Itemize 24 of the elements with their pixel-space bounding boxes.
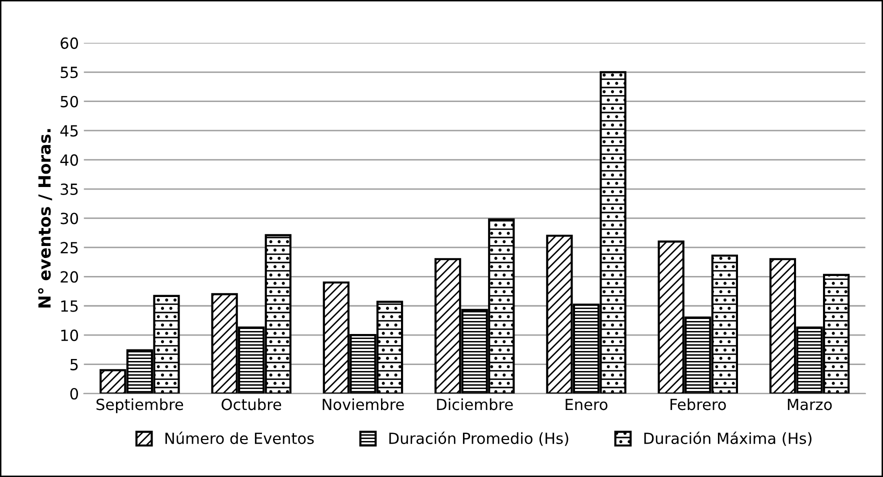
x-tick-label: Marzo — [788, 398, 832, 410]
x-tick-label: Febrero — [670, 398, 726, 410]
legend-label: Duración Máxima (Hs) — [644, 432, 812, 446]
y-tick-label: 10 — [61, 330, 78, 342]
y-tick-label: 60 — [60, 37, 78, 49]
x-tick-label: Septiembre — [96, 398, 184, 414]
x-tick-label: Octubre — [222, 398, 282, 410]
y-tick-label: 5 — [70, 358, 78, 370]
y-tick-label: 35 — [60, 183, 78, 196]
legend-label: Número de Eventos — [165, 432, 314, 444]
y-tick-label: 25 — [60, 242, 78, 254]
y-axis-title: N° eventos / Horas. — [38, 129, 52, 308]
y-tick-label: 50 — [60, 96, 78, 108]
y-tick-label: 30 — [60, 212, 78, 224]
y-tick-label: 0 — [70, 388, 78, 400]
x-tick-label: Noviembre — [322, 398, 404, 410]
x-tick-label: Diciembre — [437, 398, 513, 410]
x-tick-label: Enero — [566, 398, 608, 410]
y-tick-label: 40 — [60, 154, 78, 166]
legend-label: Duración Promedio (Hs) — [389, 432, 568, 446]
y-tick-label: 20 — [60, 271, 78, 283]
y-tick-label: 15 — [61, 300, 78, 312]
y-tick-label: 45 — [60, 125, 78, 137]
y-tick-label: 55 — [60, 66, 78, 78]
